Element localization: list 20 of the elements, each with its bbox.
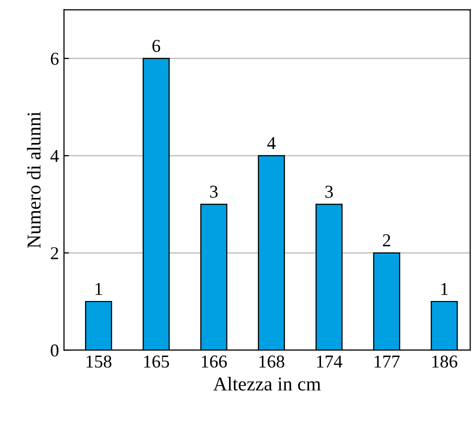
x-tick-label: 177 xyxy=(374,356,400,368)
y-axis-title: Numero di alunni xyxy=(26,112,41,248)
x-axis-title: Altezza in cm xyxy=(213,376,321,391)
x-tick-label: 165 xyxy=(144,356,170,368)
y-tick-label: 4 xyxy=(50,150,59,162)
x-tick-label: 158 xyxy=(86,355,112,368)
y-tick-label: 0 xyxy=(50,344,58,357)
x-tick-label: 186 xyxy=(432,355,458,368)
data-label: 3 xyxy=(210,186,218,198)
data-label: 1 xyxy=(96,282,102,295)
data-label: 1 xyxy=(441,282,448,295)
x-tick-label: 166 xyxy=(202,356,227,368)
data-label: 4 xyxy=(267,137,276,150)
data-label: 3 xyxy=(325,186,333,198)
data-label: 2 xyxy=(382,234,390,246)
x-tick-label: 168 xyxy=(259,355,284,368)
x-tick-label: 174 xyxy=(317,356,342,368)
y-tick-label: 6 xyxy=(50,52,59,65)
data-label: 6 xyxy=(152,40,160,52)
y-tick-label: 2 xyxy=(50,247,58,260)
